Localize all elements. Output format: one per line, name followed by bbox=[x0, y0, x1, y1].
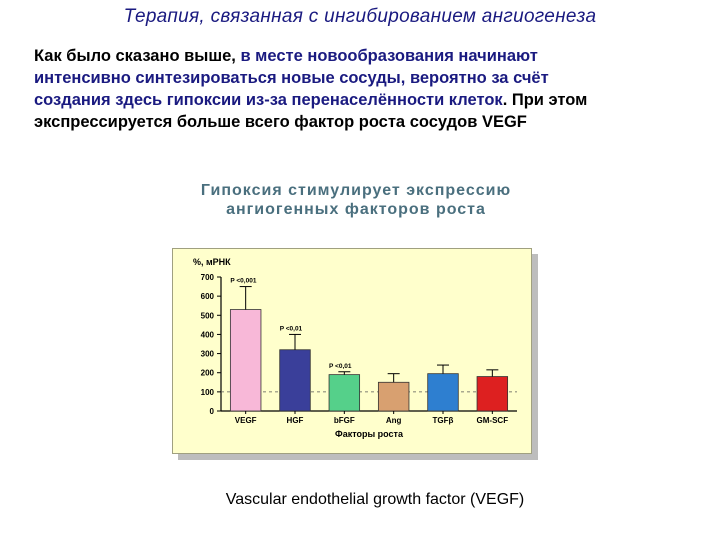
y-tick-label: 600 bbox=[201, 292, 215, 301]
y-tick-label: 200 bbox=[201, 369, 215, 378]
p-value-label: P <0,01 bbox=[280, 325, 303, 332]
x-axis-label: Факторы роста bbox=[335, 429, 404, 439]
y-tick-label: 0 bbox=[210, 407, 215, 416]
figure-caption-wrap: Vascular endothelial growth factor (VEGF… bbox=[0, 491, 700, 509]
slide-title: Терапия, связанная с ингибированием анги… bbox=[123, 6, 597, 27]
y-axis-label: %, мРНК bbox=[193, 257, 231, 267]
body-paragraph: Как было сказано выше, в месте новообраз… bbox=[34, 45, 718, 133]
y-tick-label: 400 bbox=[201, 330, 215, 339]
chart-frame: %, мРНК 0 100 200 300 400 500 600 700 P <0,001 VEG… bbox=[172, 248, 532, 454]
paragraph-text: . При этом bbox=[502, 91, 588, 109]
bar bbox=[377, 381, 410, 412]
paragraph-text: Как было сказано выше, bbox=[34, 47, 241, 65]
y-tick-label: 300 bbox=[201, 350, 215, 359]
bar-chart: %, мРНК 0 100 200 300 400 500 600 700 P <0,001 VEG… bbox=[193, 257, 517, 439]
chart-caption-line-1: Гипоксия стимулирует экспрессию bbox=[200, 182, 512, 199]
p-value-label: P <0,001 bbox=[230, 278, 256, 285]
figure-caption: Vascular endothelial growth factor (VEGF… bbox=[225, 491, 525, 508]
y-tick-label: 500 bbox=[201, 311, 215, 320]
p-value-label: P <0,01 bbox=[329, 363, 352, 370]
paragraph-highlight: создания здесь гипоксии из-за перенаселё… bbox=[34, 91, 503, 109]
chart-caption: Гипоксия стимулирует экспрессию ангиоген… bbox=[148, 181, 564, 219]
x-tick-label: GM-SCF bbox=[477, 416, 509, 425]
x-tick-label: bFGF bbox=[334, 416, 355, 425]
paragraph-line-4: экспрессируется больше всего фактор рост… bbox=[34, 113, 527, 131]
bar bbox=[328, 374, 361, 412]
bar bbox=[229, 309, 262, 412]
y-tick-label: 700 bbox=[201, 273, 215, 282]
paragraph-line-3: создания здесь гипоксии из-за перенаселё… bbox=[34, 89, 718, 111]
bar bbox=[476, 376, 509, 412]
x-tick-label: VEGF bbox=[235, 416, 257, 425]
chart-caption-line-2: ангиогенных факторов роста bbox=[226, 201, 486, 218]
paragraph-line-1: Как было сказано выше, в месте новообраз… bbox=[34, 45, 718, 67]
x-tick-label: TGFβ bbox=[433, 416, 454, 425]
bar bbox=[279, 349, 311, 412]
x-tick-label: HGF bbox=[287, 416, 304, 425]
paragraph-highlight: в месте новообразования начинают bbox=[240, 47, 538, 65]
x-tick-label: Ang bbox=[386, 416, 402, 425]
y-tick-label: 100 bbox=[201, 388, 215, 397]
bar bbox=[427, 373, 459, 412]
paragraph-line-2: интенсивно синтезироваться новые сосуды,… bbox=[34, 69, 549, 87]
